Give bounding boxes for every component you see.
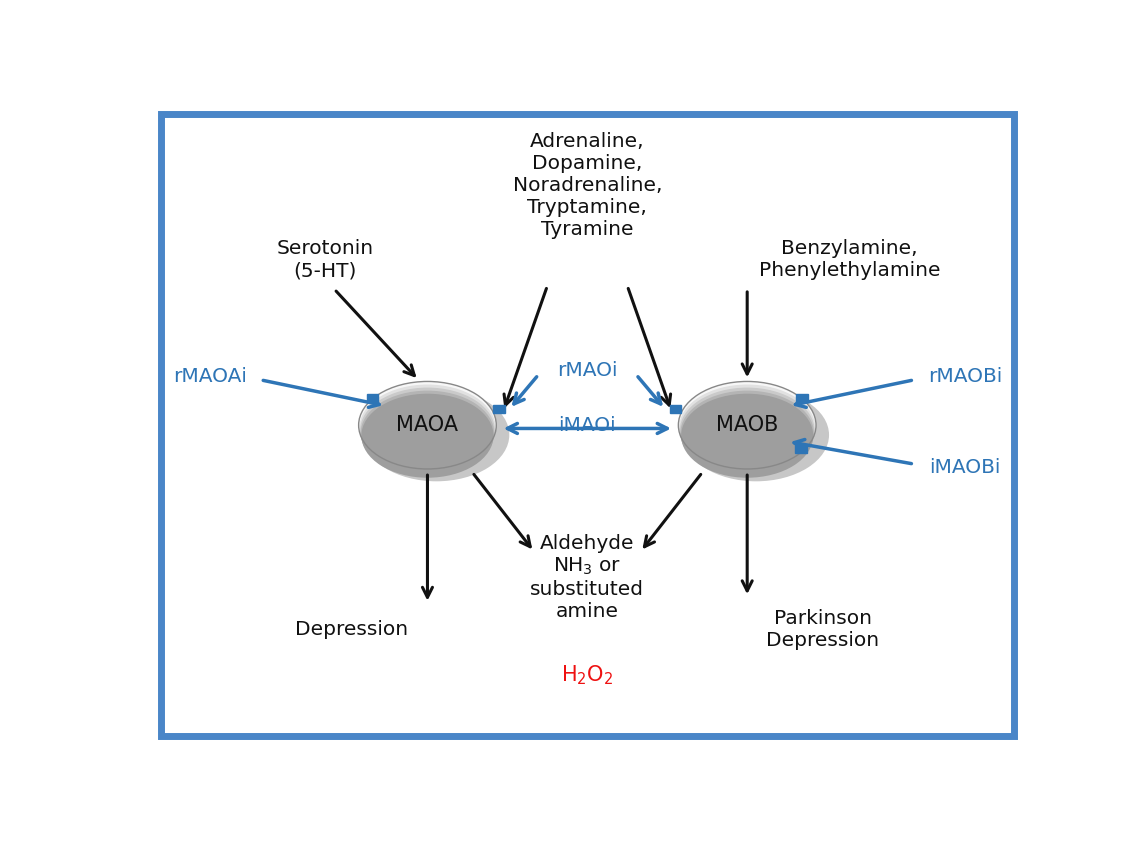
Text: Serotonin
(5-HT): Serotonin (5-HT) xyxy=(276,239,374,280)
FancyArrowPatch shape xyxy=(513,376,536,404)
Text: iMAOBi: iMAOBi xyxy=(929,458,1000,477)
FancyArrowPatch shape xyxy=(644,474,700,546)
FancyBboxPatch shape xyxy=(160,114,1014,737)
Ellipse shape xyxy=(361,394,494,477)
FancyArrowPatch shape xyxy=(474,474,531,546)
FancyArrowPatch shape xyxy=(743,475,752,591)
Ellipse shape xyxy=(360,387,495,473)
Ellipse shape xyxy=(678,381,816,469)
Ellipse shape xyxy=(361,391,494,476)
Text: Parkinson
Depression: Parkinson Depression xyxy=(767,609,879,650)
FancyArrowPatch shape xyxy=(743,292,752,374)
Text: MAOB: MAOB xyxy=(716,415,778,435)
FancyArrowPatch shape xyxy=(638,376,661,404)
Ellipse shape xyxy=(360,385,495,472)
FancyArrowPatch shape xyxy=(508,424,667,434)
FancyArrowPatch shape xyxy=(504,289,547,405)
Text: rMAOBi: rMAOBi xyxy=(927,367,1002,386)
FancyArrowPatch shape xyxy=(423,475,432,597)
Text: rMAOAi: rMAOAi xyxy=(173,367,246,386)
Ellipse shape xyxy=(681,394,814,477)
Bar xyxy=(367,394,378,402)
FancyArrowPatch shape xyxy=(336,291,415,376)
Text: rMAOi: rMAOi xyxy=(557,360,618,380)
Text: Adrenaline,
Dopamine,
Noradrenaline,
Tryptamine,
Tyramine: Adrenaline, Dopamine, Noradrenaline, Try… xyxy=(512,132,662,239)
Bar xyxy=(493,405,504,413)
FancyArrowPatch shape xyxy=(795,381,911,408)
Text: Aldehyde
NH$_3$ or
substituted
amine: Aldehyde NH$_3$ or substituted amine xyxy=(531,534,644,621)
FancyArrowPatch shape xyxy=(264,381,379,408)
Bar xyxy=(796,394,808,402)
Ellipse shape xyxy=(683,388,829,482)
Ellipse shape xyxy=(681,391,814,476)
Text: H$_2$O$_2$: H$_2$O$_2$ xyxy=(562,663,613,686)
Text: Depression: Depression xyxy=(296,620,408,639)
Bar xyxy=(670,405,682,413)
Text: Benzylamine,
Phenylethylamine: Benzylamine, Phenylethylamine xyxy=(759,239,940,280)
Bar xyxy=(795,445,807,454)
Ellipse shape xyxy=(359,381,496,469)
Ellipse shape xyxy=(680,385,815,472)
FancyArrowPatch shape xyxy=(628,289,670,405)
Text: iMAOi: iMAOi xyxy=(558,416,617,434)
FancyArrowPatch shape xyxy=(794,440,911,464)
Text: MAOA: MAOA xyxy=(397,415,458,435)
Ellipse shape xyxy=(363,388,509,482)
Ellipse shape xyxy=(680,387,815,473)
